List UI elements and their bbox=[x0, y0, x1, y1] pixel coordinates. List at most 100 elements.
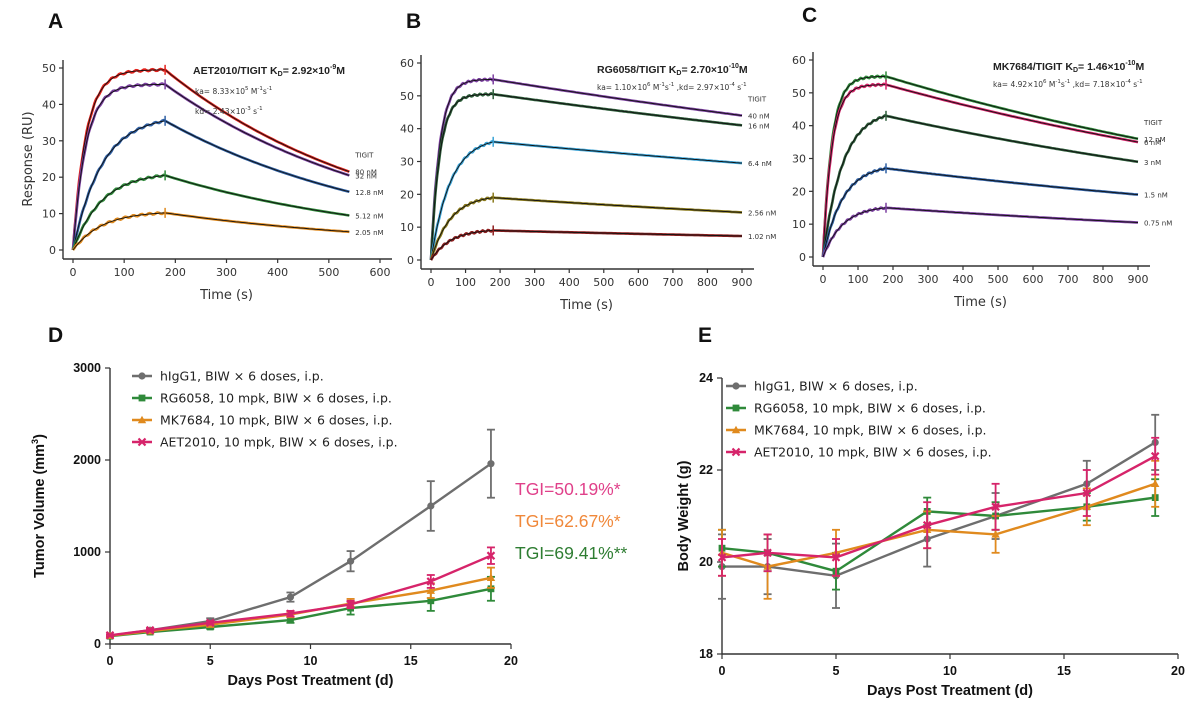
y-tick-label-E: 22 bbox=[699, 463, 713, 477]
kd-exponent: -9 bbox=[330, 64, 336, 71]
sensorgram-A-3 bbox=[71, 173, 350, 251]
ka-C: ka= 4.92×106 M-1s-1 ,kd= 7.18×10-4 s-1 bbox=[993, 79, 1143, 89]
series-line-D-0 bbox=[109, 462, 492, 637]
y-tick-label-C: 40 bbox=[792, 120, 806, 133]
legend-marker-E-2 bbox=[731, 425, 741, 434]
sensorgram-A-2 bbox=[71, 118, 350, 251]
text-span: ,kd= 2.97×10 bbox=[674, 83, 729, 92]
kd-value: = 2.92×10 bbox=[283, 65, 330, 77]
analyte-label-A: TIGIT bbox=[354, 152, 374, 160]
panel-label-B: B bbox=[406, 10, 421, 33]
x-tick-label-C: 200 bbox=[883, 273, 904, 286]
x-axis-title-B: Time (s) bbox=[559, 298, 613, 313]
sensorgram-C-2 bbox=[821, 113, 1139, 258]
y-tick-label-C: 20 bbox=[792, 185, 806, 198]
fit-line-C-0 bbox=[822, 75, 1139, 258]
series-line-D-3 bbox=[109, 554, 492, 637]
x-tick-label-C: 300 bbox=[918, 273, 939, 286]
tgi-annotation-0: TGI=50.19%* bbox=[515, 479, 621, 499]
conc-label-B-3: 2.56 nM bbox=[748, 209, 776, 217]
kd-title-A: AET2010/TIGIT KD= 2.92×10-9M bbox=[193, 64, 345, 78]
kd-symbol: K bbox=[270, 65, 278, 77]
data-point-D-3 bbox=[105, 630, 115, 640]
y-tick-label-E: 18 bbox=[699, 647, 713, 661]
sensorgram-A-4 bbox=[71, 211, 350, 251]
x-tick-label-D: 0 bbox=[107, 654, 114, 668]
conc-label-C-0: 12 nM bbox=[1144, 136, 1166, 144]
legend-marker-E-1 bbox=[732, 404, 740, 412]
y-tick-label-D: 0 bbox=[94, 637, 101, 651]
data-point-E-3 bbox=[1082, 488, 1092, 498]
text-span: ka= 4.92×10 bbox=[993, 80, 1043, 89]
text-span: s bbox=[1131, 80, 1137, 89]
y-axis-title-text: Body Weight (g) bbox=[676, 460, 692, 571]
x-tick-label-C: 0 bbox=[820, 273, 827, 286]
kd-title-name: MK7684/TIGIT bbox=[993, 61, 1065, 73]
fit-line-C-1 bbox=[822, 84, 1139, 258]
legend-label-E-2: MK7684, 10 mpk, BIW × 6 doses, i.p. bbox=[754, 423, 986, 438]
text-span: -1 bbox=[1137, 79, 1142, 85]
x-tick-label-B: 200 bbox=[490, 276, 511, 289]
legend-label-D-2: MK7684, 10 mpk, BIW × 6 doses, i.p. bbox=[160, 413, 392, 428]
fit-line-C-4 bbox=[822, 207, 1139, 258]
sensorgram-B-3 bbox=[429, 195, 743, 261]
legend-marker-E-3 bbox=[731, 447, 741, 457]
legend-marker-D-0 bbox=[138, 372, 146, 380]
legend-label-E-1: RG6058, 10 mpk, BIW × 6 doses, i.p. bbox=[754, 401, 986, 416]
data-point-E-3 bbox=[922, 520, 932, 530]
legend-marker-E-0 bbox=[732, 382, 740, 390]
text-span: -1 bbox=[669, 82, 674, 88]
y-tick-label-B: 0 bbox=[407, 254, 414, 267]
x-tick-label-D: 20 bbox=[504, 654, 518, 668]
panel-label-C: C bbox=[802, 4, 817, 27]
y-tick-label-E: 24 bbox=[699, 371, 713, 385]
x-tick-label-C: 500 bbox=[988, 273, 1009, 286]
text-span: s bbox=[1061, 80, 1065, 89]
data-point-D-2 bbox=[426, 586, 435, 594]
x-axis-title-A: Time (s) bbox=[199, 288, 253, 303]
y-axis-title-end: ) bbox=[32, 434, 48, 439]
x-tick-label-E: 15 bbox=[1057, 664, 1071, 678]
fit-line-C-2 bbox=[822, 115, 1139, 258]
legend-label-D-0: hIgG1, BIW × 6 doses, i.p. bbox=[160, 369, 324, 384]
data-point-E-2 bbox=[1151, 479, 1160, 487]
x-tick-label-E: 0 bbox=[719, 664, 726, 678]
text-span: ka= 1.10×10 bbox=[597, 83, 647, 92]
y-axis-title-sup: 3 bbox=[30, 439, 40, 444]
y-tick-label-B: 10 bbox=[400, 221, 414, 234]
conc-label-C-4: 0.75 nM bbox=[1144, 220, 1172, 228]
y-tick-label-E: 20 bbox=[699, 555, 713, 569]
kd-unit: M bbox=[739, 64, 748, 76]
data-point-D-3 bbox=[486, 551, 496, 560]
y-tick-label-B: 20 bbox=[400, 188, 414, 201]
x-tick-label-C: 600 bbox=[1023, 273, 1044, 286]
conc-label-A-3: 5.12 nM bbox=[355, 212, 383, 220]
fit-line-A-4 bbox=[72, 212, 350, 251]
x-tick-label-B: 0 bbox=[428, 276, 435, 289]
data-point-E-3 bbox=[1150, 451, 1160, 461]
text-span: ka= 8.33×10 bbox=[195, 87, 245, 96]
text-span: s bbox=[251, 107, 257, 116]
x-tick-label-D: 10 bbox=[304, 654, 318, 668]
y-tick-label-A: 10 bbox=[42, 208, 56, 221]
legend-marker-D-3 bbox=[137, 437, 147, 447]
data-point-D-0 bbox=[427, 502, 435, 510]
panel-A: A 0 100 200 300 400 500 600 0 10 20 30 40 50 Time (s) R… bbox=[21, 10, 392, 303]
data-point-E-3 bbox=[991, 502, 1000, 512]
y-tick-label-C: 50 bbox=[792, 87, 806, 100]
x-tick-label-E: 10 bbox=[943, 664, 957, 678]
kd-title-B: RG6058/TIGIT KD= 2.70×10-10M bbox=[597, 63, 748, 77]
text-span: -1 bbox=[257, 86, 262, 92]
data-point-D-1 bbox=[287, 616, 294, 624]
x-tick-label-A: 100 bbox=[114, 266, 135, 279]
ka-A: ka= 8.33×105 M-1s-1 bbox=[195, 86, 272, 96]
x-tick-label-C: 900 bbox=[1128, 273, 1149, 286]
x-axis-title-D: Days Post Treatment (d) bbox=[228, 673, 394, 689]
x-tick-label-B: 500 bbox=[593, 276, 614, 289]
x-axis-title-E: Days Post Treatment (d) bbox=[867, 683, 1033, 699]
panel-E: E 0 5 10 15 20 18 20 22 24 Days Post Treatment (d)… bbox=[676, 324, 1185, 699]
fit-line-A-2 bbox=[72, 120, 350, 251]
y-tick-label-B: 60 bbox=[400, 57, 414, 70]
fit-line-B-1 bbox=[430, 93, 743, 261]
